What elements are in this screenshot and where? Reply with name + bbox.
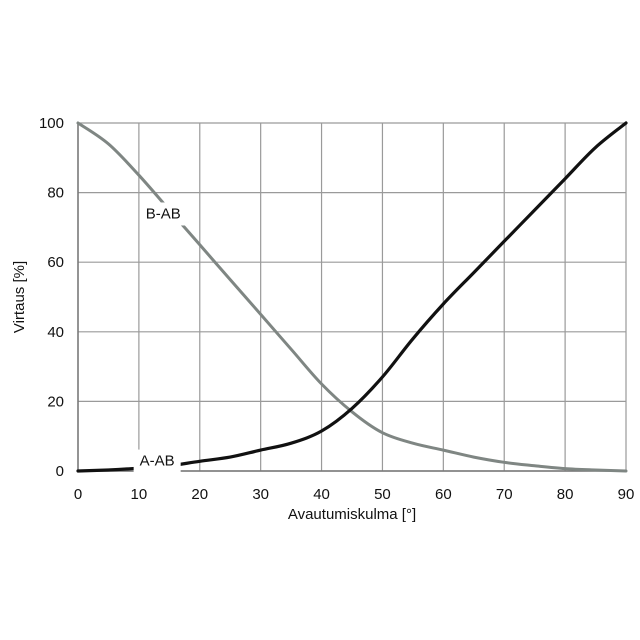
grid [77,122,627,472]
axes [77,123,626,472]
series-label-b-ab: B-AB [146,205,181,222]
x-axis-title: Avautumiskulma [°] [288,506,416,523]
x-tick-label: 60 [435,486,452,503]
series-group: B-AB A-AB [76,121,628,473]
x-tick-label: 80 [557,486,574,503]
tick-labels: 0 10 20 30 40 50 60 70 80 90 0 20 40 60 80 100 [39,115,634,503]
y-tick-label: 80 [47,185,64,202]
y-axis-title: Virtaus [%] [11,261,28,333]
series-label-background [139,202,187,226]
series-label-a-ab: A-AB [140,453,175,470]
y-tick-label: 60 [47,254,64,271]
y-tick-label: 100 [39,115,64,132]
x-tick-label: 90 [618,486,635,503]
series-label-background [133,449,181,473]
y-tick-label: 20 [47,393,64,410]
series-line-a-ab [76,121,628,473]
y-tick-label: 0 [56,463,64,480]
x-tick-label: 0 [74,486,82,503]
y-tick-label: 40 [47,324,64,341]
x-tick-label: 30 [252,486,269,503]
x-tick-label: 70 [496,486,513,503]
x-tick-label: 20 [191,486,208,503]
x-tick-label: 40 [313,486,330,503]
x-tick-label: 10 [131,486,148,503]
series-line-b-ab [76,121,628,473]
x-tick-label: 50 [374,486,391,503]
